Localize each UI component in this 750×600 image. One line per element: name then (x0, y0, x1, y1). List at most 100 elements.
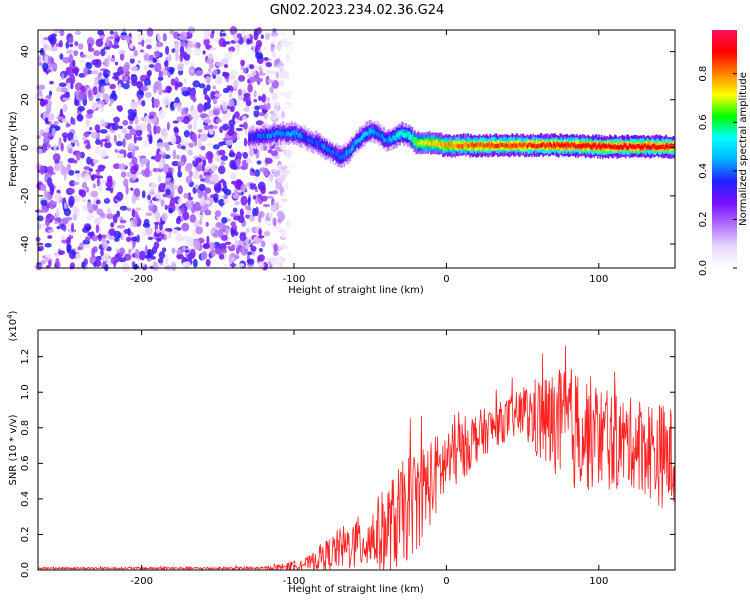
spectrogram-noise-cell (181, 107, 189, 117)
spectrogram-noise-cell (70, 83, 74, 90)
spectrogram-ridge-cell (336, 151, 338, 156)
spectrogram-noise-cell (247, 197, 251, 206)
spectrogram-ridge-cell (425, 139, 427, 144)
spectrogram-noise-cell (169, 197, 176, 206)
spectrogram-ridge-cell (350, 147, 353, 152)
spectrogram-ridge-cell (355, 139, 358, 145)
spectrogram-noise-cell (266, 69, 271, 74)
spectrogram-noise-cell (94, 259, 102, 268)
spectrogram-noise-cell (97, 181, 101, 186)
spectrogram-ridge-cell (618, 145, 621, 150)
spectrogram-ridge-cell (330, 150, 332, 155)
spectrogram-noise-cell (99, 79, 105, 84)
spectrogram-noise-cell (199, 113, 208, 119)
spectrogram-ridge-cell (367, 130, 370, 136)
spectrogram-noise-cell (103, 46, 111, 50)
spectrogram-noise-cell (229, 263, 237, 267)
spectrogram-noise-cell (49, 80, 54, 85)
spectrogram-ridge-cell (520, 143, 522, 148)
spectrogram-ridge-cell (647, 144, 649, 149)
spectrogram-noise-cell (152, 57, 157, 63)
spectrogram-noise-cell (161, 212, 168, 222)
spectrogram-noise-cell (141, 100, 146, 107)
spectrogram-noise-cell (146, 70, 151, 81)
spectrogram-noise-cell (164, 228, 173, 232)
spectrogram-noise-cell (224, 241, 232, 245)
spectrogram-noise-cell (74, 41, 79, 47)
spectrogram-noise-cell (129, 128, 137, 136)
spectrogram-ridge-cell (382, 136, 384, 141)
spectrogram-ridge-cell (337, 154, 339, 159)
spectrogram-ridge-cell (392, 136, 394, 141)
spectrogram-noise-cell (276, 210, 284, 219)
spectrogram-noise-cell (116, 191, 124, 201)
spectrogram-noise-cell (274, 102, 281, 107)
spectrogram-noise-cell (45, 217, 50, 227)
spectrogram-noise-cell (284, 41, 293, 45)
spectrogram-ridge-cell (439, 141, 442, 146)
spectrogram-x-ticks: -200 -100 0 100 (130, 30, 608, 285)
spectrogram-noise-cell (153, 241, 160, 250)
spectrogram-noise-cell (90, 174, 99, 179)
spectrogram-noise-cell (260, 195, 268, 202)
spectrogram-noise-cell (114, 149, 119, 153)
spectrogram-ridge-cell (451, 144, 454, 149)
spectrogram-noise-cell (85, 144, 91, 150)
spectrogram-ridge-cell (262, 133, 265, 138)
spectrogram-noise-cell (260, 185, 266, 195)
spectrogram-noise-cell (247, 251, 253, 256)
spectrogram-noise-cell (220, 155, 228, 162)
spectrogram-ridge-cell (253, 135, 255, 141)
spectrogram-noise-cell (288, 251, 292, 257)
spectrogram-noise-cell (82, 181, 87, 189)
spectrogram-ridge-cell (592, 144, 594, 149)
spectrogram-noise-cell (73, 159, 78, 164)
spectrogram-ridge-cell (672, 144, 675, 149)
spectrogram-noise-cell (101, 106, 104, 112)
spectrogram-noise-cell (222, 101, 228, 112)
spectrogram-noise-cell (288, 59, 292, 65)
spectrogram-ridge-cell (294, 132, 297, 137)
spectrogram-noise-cell (198, 183, 206, 192)
spectrogram-noise-cell (160, 229, 166, 234)
spectrogram-ridge-cell (566, 142, 569, 152)
spectrogram-noise-cell (192, 117, 198, 124)
spectrogram-ridge-cell (387, 139, 389, 144)
spectrogram-ridge-cell (492, 143, 494, 148)
spectrogram-noise-cell (43, 44, 51, 51)
spectrogram-noise-cell (245, 227, 251, 234)
spectrogram-noise-cell (43, 136, 50, 146)
spectrogram-ridge-cell (610, 144, 612, 150)
spectrogram-noise-cell (155, 125, 161, 134)
spectrogram-noise-cell (101, 179, 108, 184)
spectrogram-ridge-cell (359, 133, 361, 143)
spectrogram-noise-cell (257, 193, 263, 199)
spectrogram-noise-cell (181, 145, 186, 150)
spectrogram-noise-cell (236, 180, 242, 191)
spectrogram-noise-cell (244, 238, 250, 244)
spectrogram-noise-cell (212, 233, 219, 238)
spectrogram-ridge-cell (409, 135, 411, 140)
spectrogram-noise-cell (54, 192, 61, 202)
spectrogram-noise-cell (127, 125, 133, 130)
spectrogram-ridge-cell (440, 143, 443, 148)
spectrogram-ridge-cell (393, 135, 395, 140)
spectrogram-noise-cell (223, 64, 229, 69)
spectrogram-noise-cell (91, 101, 98, 110)
spectrogram-noise-cell (69, 62, 73, 71)
spectrogram-ridge-cell (316, 141, 319, 146)
spectrogram-noise-cell (168, 208, 174, 214)
spectrogram-noise-cell (277, 62, 284, 67)
spectrogram-noise-cell (192, 229, 196, 237)
spectrogram-ridge-cell (495, 144, 498, 149)
spectrogram-noise-cell (176, 102, 182, 112)
colorbar-gradient (712, 30, 737, 268)
spectrogram-noise-cell (50, 201, 58, 205)
spectrogram-ridge-cell (314, 139, 316, 144)
spectrogram-noise-cell (85, 62, 93, 70)
spectrogram-ridge-cell (293, 130, 295, 135)
spectrogram-noise-cell (144, 254, 152, 259)
spectrogram-noise-cell (67, 132, 74, 142)
spectrogram-noise-cell (189, 248, 196, 258)
spectrogram-ridge-cell (327, 147, 330, 152)
